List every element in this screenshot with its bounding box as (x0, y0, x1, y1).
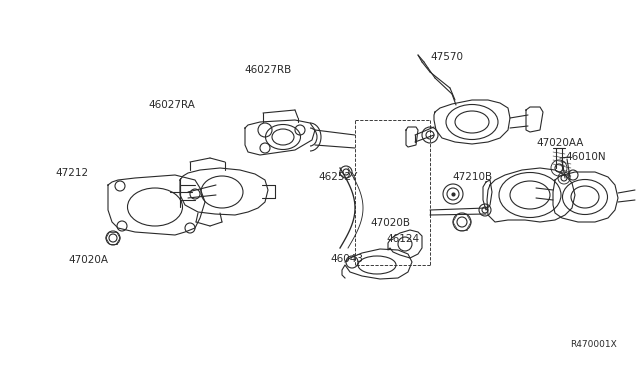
Text: 46027RA: 46027RA (148, 100, 195, 110)
Text: 46027RB: 46027RB (244, 65, 291, 75)
Text: 47020B: 47020B (370, 218, 410, 228)
Text: 47020AA: 47020AA (536, 138, 584, 148)
Text: 47210B: 47210B (452, 172, 492, 182)
Text: 46043: 46043 (330, 254, 363, 264)
Text: 47020A: 47020A (68, 255, 108, 265)
Text: 47212: 47212 (55, 168, 88, 178)
Text: 46124: 46124 (386, 234, 419, 244)
Text: 46010N: 46010N (565, 152, 605, 162)
Text: R470001X: R470001X (570, 340, 617, 349)
Text: 47570: 47570 (430, 52, 463, 62)
Text: 46252Y: 46252Y (318, 172, 357, 182)
